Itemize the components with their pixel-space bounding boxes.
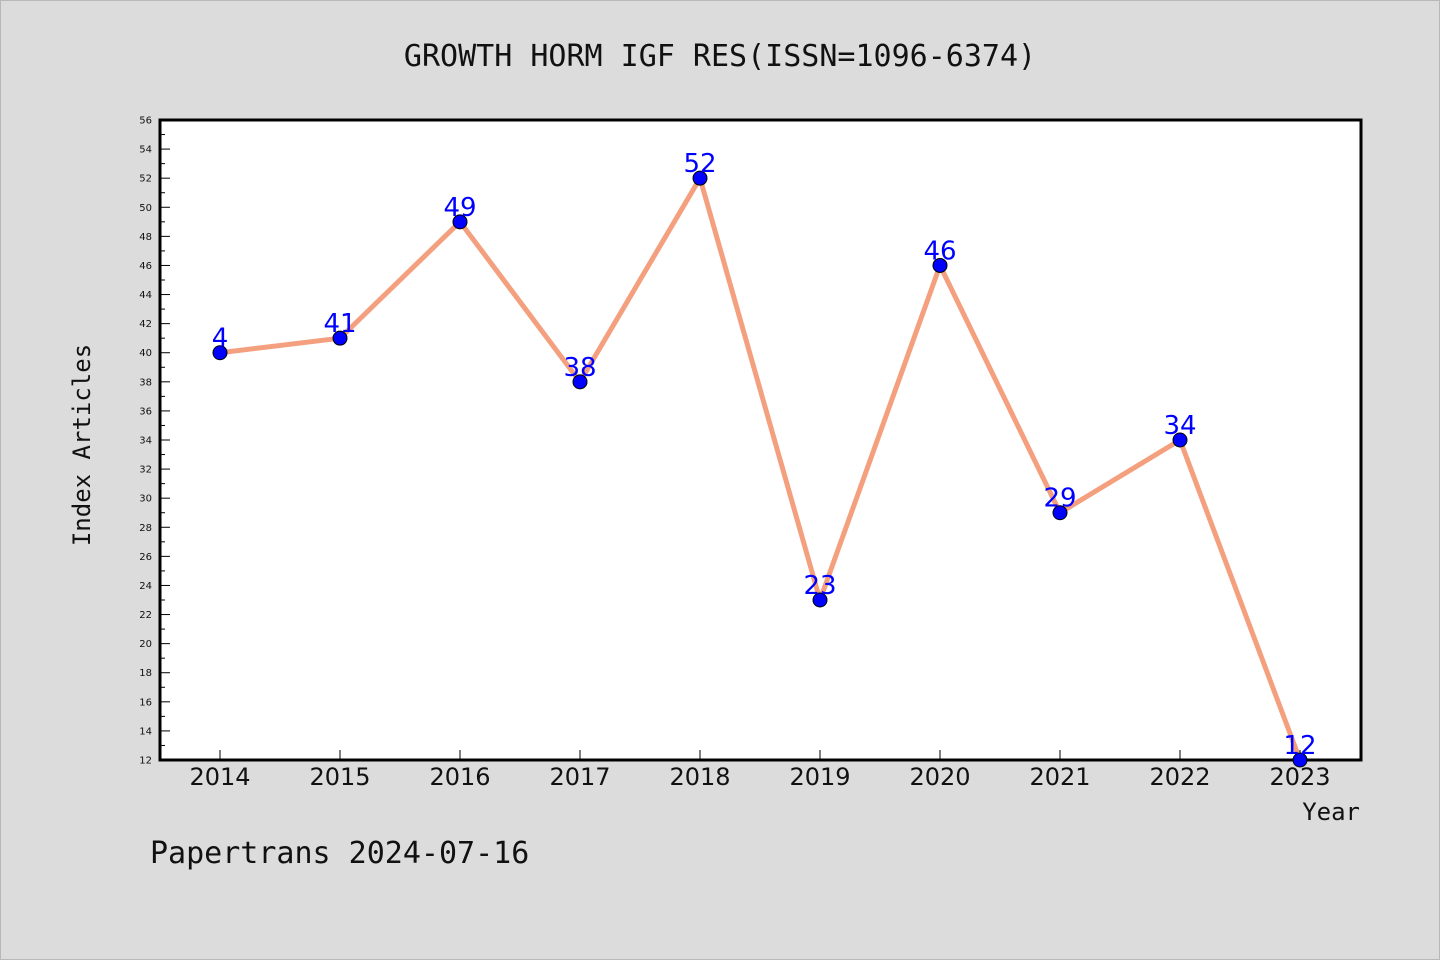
y-tick-label: 44	[139, 290, 152, 301]
y-tick-label: 30	[139, 494, 152, 505]
series-line	[219, 175, 1303, 761]
data-point-marker	[1172, 432, 1188, 448]
y-tick-label: 50	[139, 203, 152, 214]
data-point-marker	[332, 330, 348, 346]
x-tick-label: 2014	[189, 763, 250, 791]
y-tick-label: 32	[139, 465, 152, 476]
x-tick-label: 2019	[789, 763, 850, 791]
y-axis: 12 14 16 18 20 22 24 26 28 30 32 34 36 38 40 42 44 46 48 50…	[139, 116, 170, 767]
x-tick-label: 2016	[429, 763, 490, 791]
y-tick-label: 42	[139, 319, 152, 330]
data-point-marker	[932, 257, 948, 273]
y-tick-label: 34	[139, 436, 152, 447]
data-label: 46	[923, 236, 956, 266]
footer-caption: Papertrans 2024-07-16	[150, 836, 529, 871]
data-point-marker	[1292, 752, 1308, 768]
data-point-marker	[212, 345, 228, 361]
chart-title: GROWTH HORM IGF RES(ISSN=1096-6374)	[404, 39, 1036, 74]
x-tick-label: 2023	[1269, 763, 1330, 791]
y-tick-label: 40	[139, 348, 152, 359]
y-tick-label: 20	[139, 639, 152, 650]
y-tick-label: 56	[139, 116, 152, 127]
y-tick-label: 48	[139, 232, 152, 243]
data-label: 49	[443, 193, 476, 223]
data-labels: 4 41 49 38 52 23 46 29 34 12	[212, 149, 1317, 761]
y-tick-label: 38	[139, 377, 152, 388]
data-label: 34	[1163, 411, 1196, 441]
data-point-marker	[452, 214, 468, 230]
x-axis-title: Year	[1302, 798, 1360, 826]
x-tick-label: 2021	[1029, 763, 1090, 791]
data-point-marker	[812, 592, 828, 608]
data-label: 52	[683, 149, 716, 179]
x-tick-label: 2022	[1149, 763, 1210, 791]
x-axis: 2014 2015 2016 2017 2018 2019 2020 2021 2022 2023	[189, 750, 1331, 791]
y-tick-label: 46	[139, 261, 152, 272]
x-tick-label: 2018	[669, 763, 730, 791]
y-tick-label: 26	[139, 552, 152, 563]
y-tick-label: 14	[139, 726, 152, 737]
data-label: 41	[323, 309, 356, 339]
y-tick-label: 22	[139, 610, 152, 621]
data-point-marker	[1052, 505, 1068, 521]
y-tick-label: 12	[139, 756, 152, 767]
data-label: 4	[212, 324, 229, 354]
series-markers	[212, 170, 1308, 768]
data-label: 12	[1283, 731, 1316, 761]
y-tick-label: 36	[139, 406, 152, 417]
data-label: 23	[803, 571, 836, 601]
data-label: 38	[563, 353, 596, 383]
x-tick-label: 2017	[549, 763, 610, 791]
y-tick-label: 18	[139, 668, 152, 679]
x-tick-label: 2020	[909, 763, 970, 791]
plot-area	[158, 118, 1363, 762]
y-tick-label: 54	[139, 145, 152, 156]
data-label: 29	[1043, 484, 1076, 514]
data-point-marker	[692, 170, 708, 186]
x-tick-label: 2015	[309, 763, 370, 791]
y-axis-title: Index Articles	[68, 344, 96, 546]
y-tick-label: 52	[139, 174, 152, 185]
y-tick-label: 28	[139, 523, 152, 534]
y-tick-label: 24	[139, 581, 152, 592]
y-tick-label: 16	[139, 697, 152, 708]
data-point-marker	[572, 374, 588, 390]
